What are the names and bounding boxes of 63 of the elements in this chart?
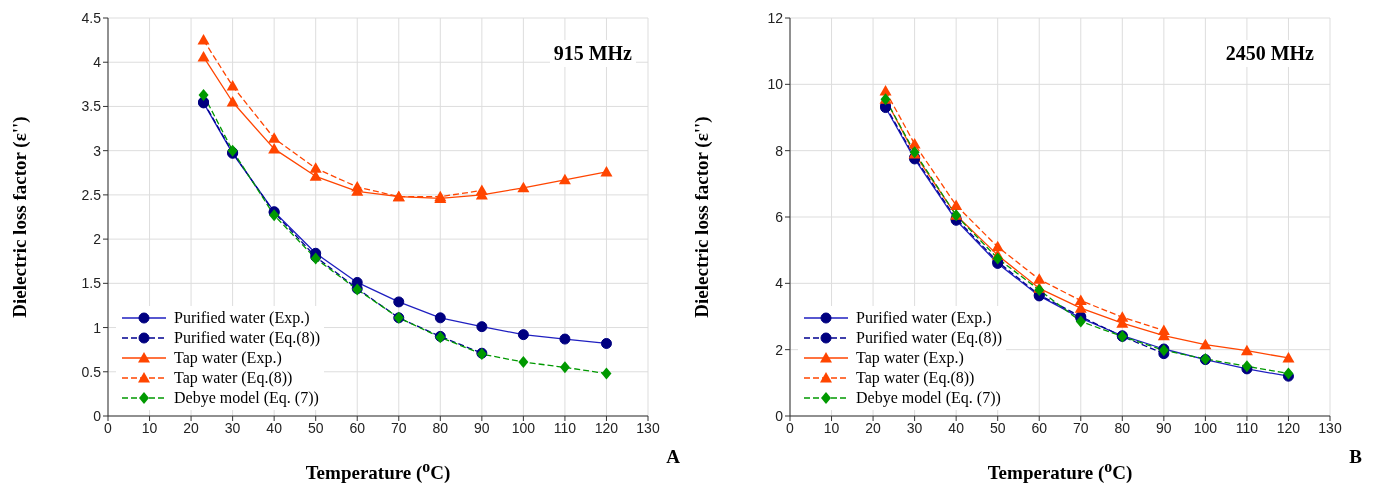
y-tick-label: 2.5 [81, 186, 102, 203]
y-tick-label: 0.5 [81, 363, 102, 380]
legend-label: Tap water (Eq.(8)) [856, 369, 975, 387]
x-tick-label: 20 [865, 419, 882, 436]
x-tick-label: 110 [553, 419, 577, 436]
x-tick-label: 40 [948, 419, 965, 436]
legend-label: Purified water (Eq.(8)) [856, 329, 1003, 347]
y-tick-label: 1.5 [81, 275, 102, 292]
legend-label: Purified water (Eq.(8)) [174, 329, 321, 347]
x-tick-label: 60 [1031, 419, 1048, 436]
legend-label: Purified water (Exp.) [174, 309, 310, 327]
x-tick-label: 50 [989, 419, 1006, 436]
x-axis-title: Temperature ($^{o}$C) [986, 457, 1134, 484]
y-tick-label: 2 [775, 341, 784, 358]
y-tick-label: 3 [93, 142, 102, 159]
x-tick-label: 120 [594, 419, 619, 436]
x-tick-label: 70 [390, 419, 407, 436]
y-axis-title: Dielectric loss factor (ε'') [9, 116, 31, 318]
x-tick-label: 60 [349, 419, 366, 436]
x-tick-label: 0 [104, 419, 113, 436]
x-tick-label: 100 [1193, 419, 1218, 436]
y-tick-label: 0 [93, 407, 102, 424]
x-tick-label: 30 [224, 419, 241, 436]
x-tick-label: 100 [511, 419, 536, 436]
y-tick-label: 6 [775, 208, 784, 225]
legend-label: Tap water (Exp.) [174, 349, 282, 367]
y-tick-label: 3.5 [81, 98, 102, 115]
x-tick-label: 20 [183, 419, 200, 436]
text: A [666, 446, 680, 468]
x-tick-label: 80 [432, 419, 449, 436]
y-tick-label: 12 [767, 9, 784, 26]
y-tick-label: 1 [93, 319, 102, 336]
y-tick-label: 10 [767, 76, 784, 93]
x-axis-title: Temperature ($^{o}$C) [304, 457, 452, 484]
x-tick-label: 80 [1114, 419, 1131, 436]
annotation: 2450 MHz [1221, 40, 1318, 67]
legend-label: Tap water (Eq.(8)) [174, 369, 293, 387]
y-tick-label: 2 [93, 231, 102, 248]
y-axis-title: Dielectric loss factor (ε'') [691, 116, 713, 318]
x-tick-label: 90 [1156, 419, 1172, 436]
y-tick-label: 0 [775, 407, 784, 424]
y-tick-label: 8 [775, 142, 784, 159]
y-tick-label: 4 [93, 54, 102, 71]
x-tick-label: 10 [141, 419, 158, 436]
y-tick-label: 4 [775, 275, 784, 292]
x-tick-label: 130 [636, 419, 660, 436]
x-tick-label: 10 [823, 419, 840, 436]
legend-label: Tap water (Exp.) [856, 349, 964, 367]
x-tick-label: 50 [307, 419, 324, 436]
x-tick-label: 120 [1276, 419, 1301, 436]
x-tick-label: 70 [1072, 419, 1089, 436]
x-tick-label: 40 [266, 419, 283, 436]
text: B [1349, 446, 1362, 468]
x-tick-label: 0 [786, 419, 795, 436]
legend-label: Debye model (Eq. (7)) [856, 389, 1001, 407]
x-tick-label: 90 [474, 419, 490, 436]
x-tick-label: 130 [1318, 419, 1342, 436]
annotation: 915 MHz [549, 40, 636, 67]
y-tick-label: 4.5 [81, 9, 102, 26]
x-tick-label: 110 [1235, 419, 1259, 436]
legend-label: Purified water (Exp.) [856, 309, 992, 327]
x-tick-label: 30 [906, 419, 923, 436]
legend-label: Debye model (Eq. (7)) [174, 389, 319, 407]
